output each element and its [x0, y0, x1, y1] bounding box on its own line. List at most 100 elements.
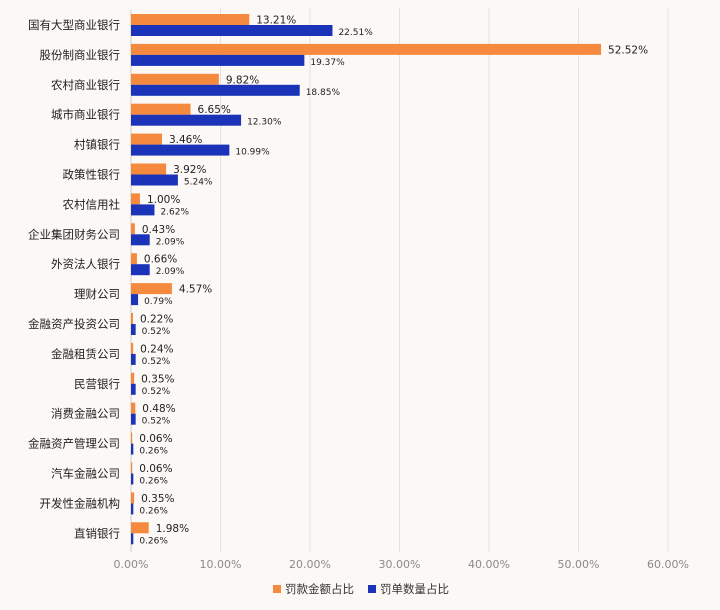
data-label-fine-amount: 0.43%	[142, 224, 175, 236]
category-label: 开发性金融机构	[40, 496, 121, 510]
data-label-ticket-count: 2.09%	[156, 237, 185, 247]
category-label: 金融资产管理公司	[28, 437, 120, 451]
data-label-ticket-count: 12.30%	[247, 118, 282, 128]
bar-ticket-count	[131, 144, 230, 156]
bar-fine-amount	[131, 522, 149, 534]
category-label: 农村商业银行	[51, 78, 120, 92]
data-label-ticket-count: 0.52%	[142, 357, 171, 367]
bar-fine-amount	[131, 193, 140, 205]
bar-ticket-count	[131, 84, 300, 96]
category-label: 直销银行	[74, 526, 120, 540]
bar-fine-amount	[131, 372, 135, 384]
data-label-fine-amount: 4.57%	[179, 284, 212, 296]
x-tick-label: 50.00%	[558, 558, 600, 571]
bar-ticket-count	[131, 174, 178, 186]
category-label: 外资法人银行	[51, 257, 120, 271]
category-label: 政策性银行	[63, 168, 121, 182]
category-label: 股份制商业银行	[40, 48, 121, 62]
bar-fine-amount	[131, 342, 134, 354]
category-label: 企业集团财务公司	[28, 227, 120, 241]
bar-fine-amount	[131, 253, 137, 265]
category-label: 国有大型商业银行	[28, 18, 120, 32]
data-label-ticket-count: 10.99%	[235, 148, 270, 158]
data-label-ticket-count: 2.09%	[156, 267, 185, 277]
bar-ticket-count	[131, 413, 136, 425]
bar-ticket-count	[131, 533, 134, 545]
data-label-ticket-count: 0.26%	[139, 447, 168, 457]
data-label-fine-amount: 0.66%	[144, 254, 177, 266]
bar-fine-amount	[131, 432, 133, 444]
bar-fine-amount	[131, 43, 602, 55]
data-label-fine-amount: 6.65%	[198, 104, 231, 116]
bar-ticket-count	[131, 473, 134, 485]
x-tick-label: 10.00%	[200, 558, 242, 571]
bar-ticket-count	[131, 204, 155, 216]
category-label: 民营银行	[74, 377, 120, 391]
data-label-ticket-count: 22.51%	[338, 28, 373, 38]
bar-fine-amount	[131, 283, 172, 295]
bar-fine-amount	[131, 313, 133, 324]
data-label-fine-amount: 0.22%	[140, 314, 173, 326]
data-label-ticket-count: 2.62%	[160, 207, 189, 217]
bar-fine-amount	[131, 223, 135, 235]
category-label: 汽车金融公司	[51, 467, 120, 481]
data-label-ticket-count: 0.52%	[142, 327, 171, 337]
bar-ticket-count	[131, 503, 134, 515]
data-label-ticket-count: 0.26%	[139, 477, 168, 487]
category-label: 理财公司	[74, 287, 120, 301]
category-label: 村镇银行	[74, 138, 120, 152]
data-label-fine-amount: 3.46%	[169, 134, 202, 146]
data-label-fine-amount: 1.98%	[156, 523, 189, 535]
x-tick-label: 40.00%	[468, 558, 510, 571]
data-label-fine-amount: 0.35%	[141, 373, 174, 385]
data-label-fine-amount: 0.35%	[141, 493, 174, 505]
category-label: 农村信用社	[63, 197, 121, 211]
data-label-ticket-count: 0.52%	[142, 417, 171, 427]
category-label: 城市商业银行	[51, 108, 120, 122]
bar-fine-amount	[131, 492, 135, 504]
legend-label: 罚单数量占比	[380, 582, 449, 596]
x-tick-label: 60.00%	[647, 558, 689, 571]
bar-fine-amount	[131, 163, 167, 175]
data-label-ticket-count: 18.85%	[306, 88, 341, 98]
data-label-fine-amount: 0.06%	[139, 463, 172, 475]
bar-ticket-count	[131, 324, 136, 335]
data-label-ticket-count: 0.79%	[144, 297, 173, 307]
bar-ticket-count	[131, 114, 242, 126]
legend-swatch	[273, 585, 281, 593]
bar-fine-amount	[131, 402, 136, 414]
bar-fine-amount	[131, 133, 162, 145]
gridlines	[130, 8, 669, 553]
bars	[131, 14, 602, 545]
data-label-fine-amount: 52.52%	[608, 44, 648, 56]
data-label-ticket-count: 0.26%	[139, 506, 168, 516]
data-label-ticket-count: 0.26%	[139, 536, 168, 546]
category-label: 金融资产投资公司	[28, 317, 120, 331]
category-label: 消费金融公司	[51, 407, 120, 421]
data-label-fine-amount: 9.82%	[226, 74, 259, 86]
legend-label: 罚款金额占比	[285, 582, 354, 596]
legend: 罚款金额占比 罚单数量占比	[273, 582, 449, 596]
bar-ticket-count	[131, 443, 134, 455]
data-label-fine-amount: 3.92%	[173, 164, 206, 176]
bar-fine-amount	[131, 462, 133, 474]
bar-ticket-count	[131, 353, 136, 365]
bar-ticket-count	[131, 54, 305, 66]
data-label-fine-amount: 0.24%	[140, 343, 173, 355]
data-label-fine-amount: 13.21%	[256, 15, 296, 27]
bar-ticket-count	[131, 25, 333, 36]
bar-ticket-count	[131, 294, 139, 306]
legend-swatch	[368, 585, 376, 593]
labels: 0.00% 10.00% 20.00% 30.00% 40.00% 50.00% 60.00…	[28, 15, 689, 572]
x-tick-label: 20.00%	[289, 558, 331, 571]
bar-fine-amount	[131, 14, 250, 25]
bar-fine-amount	[131, 103, 191, 115]
x-tick-label: 0.00%	[114, 558, 149, 571]
category-label: 金融租赁公司	[51, 347, 120, 361]
data-label-fine-amount: 1.00%	[147, 194, 180, 206]
data-label-ticket-count: 5.24%	[184, 178, 213, 188]
bar-ticket-count	[131, 234, 150, 246]
data-label-ticket-count: 0.52%	[142, 387, 171, 397]
data-label-fine-amount: 0.48%	[142, 403, 175, 415]
